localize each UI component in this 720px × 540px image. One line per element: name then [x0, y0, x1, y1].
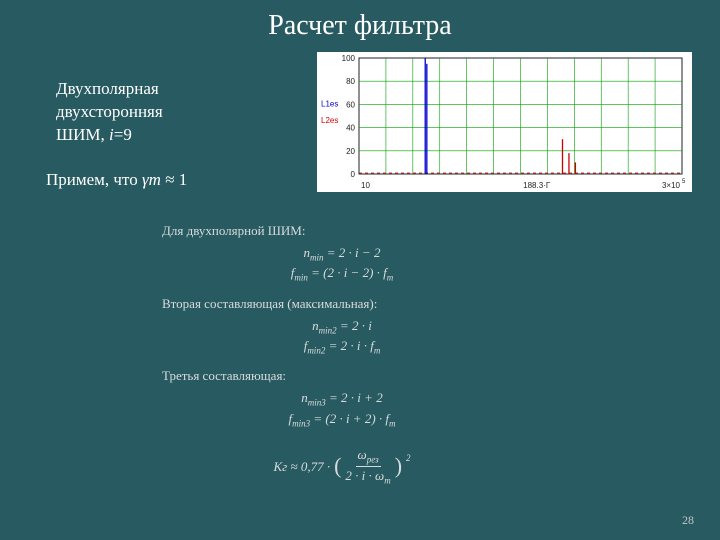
left-line3a: ШИМ,	[56, 125, 109, 144]
eq-nmin: nmin = 2 · i − 2 fmin = (2 · i − 2) · fm	[162, 244, 522, 284]
page-number: 28	[682, 513, 694, 528]
heading-third: Третья составляющая:	[162, 367, 522, 385]
svg-text:L2es: L2es	[321, 116, 338, 125]
heading-bipolar: Для двухполярной ШИМ:	[162, 222, 522, 240]
assume-b: ≈ 1	[161, 170, 187, 189]
svg-text:0: 0	[351, 170, 356, 179]
left-line1: Двухполярная	[56, 79, 159, 98]
svg-text:188.3·Г: 188.3·Г	[523, 181, 551, 190]
heading-second: Вторая составляющая (максимальная):	[162, 295, 522, 313]
svg-text:80: 80	[346, 77, 355, 86]
eq-nmin3: nmin3 = 2 · i + 2 fmin3 = (2 · i + 2) · …	[162, 389, 522, 429]
svg-text:10: 10	[361, 181, 370, 190]
left-description: Двухполярная двухсторонняя ШИМ, i=9	[56, 78, 163, 147]
assume-g: γm	[142, 170, 161, 189]
page-title: Расчет фильтра	[0, 10, 720, 42]
left-line2: двухсторонняя	[56, 102, 163, 121]
spectrum-chart: 02040608010010188.3·Г3×105L1esL2es	[317, 52, 692, 192]
left-line3b: =9	[114, 125, 132, 144]
svg-text:L1es: L1es	[321, 100, 338, 109]
assume-a: Примем, что	[46, 170, 142, 189]
svg-text:20: 20	[346, 147, 355, 156]
eq-kg: Kг ≈ 0,77 · ( ωрез 2 · i · ωm ) 2	[162, 448, 522, 486]
svg-text:40: 40	[346, 124, 355, 133]
svg-text:100: 100	[342, 54, 356, 63]
svg-text:60: 60	[346, 100, 355, 109]
svg-text:3×10: 3×10	[662, 181, 681, 190]
assumption-text: Примем, что γm ≈ 1	[46, 170, 187, 190]
formulas-block: Для двухполярной ШИМ: nmin = 2 · i − 2 f…	[162, 216, 522, 496]
eq-nmin2: nmin2 = 2 · i fmin2 = 2 · i · fm	[162, 317, 522, 357]
